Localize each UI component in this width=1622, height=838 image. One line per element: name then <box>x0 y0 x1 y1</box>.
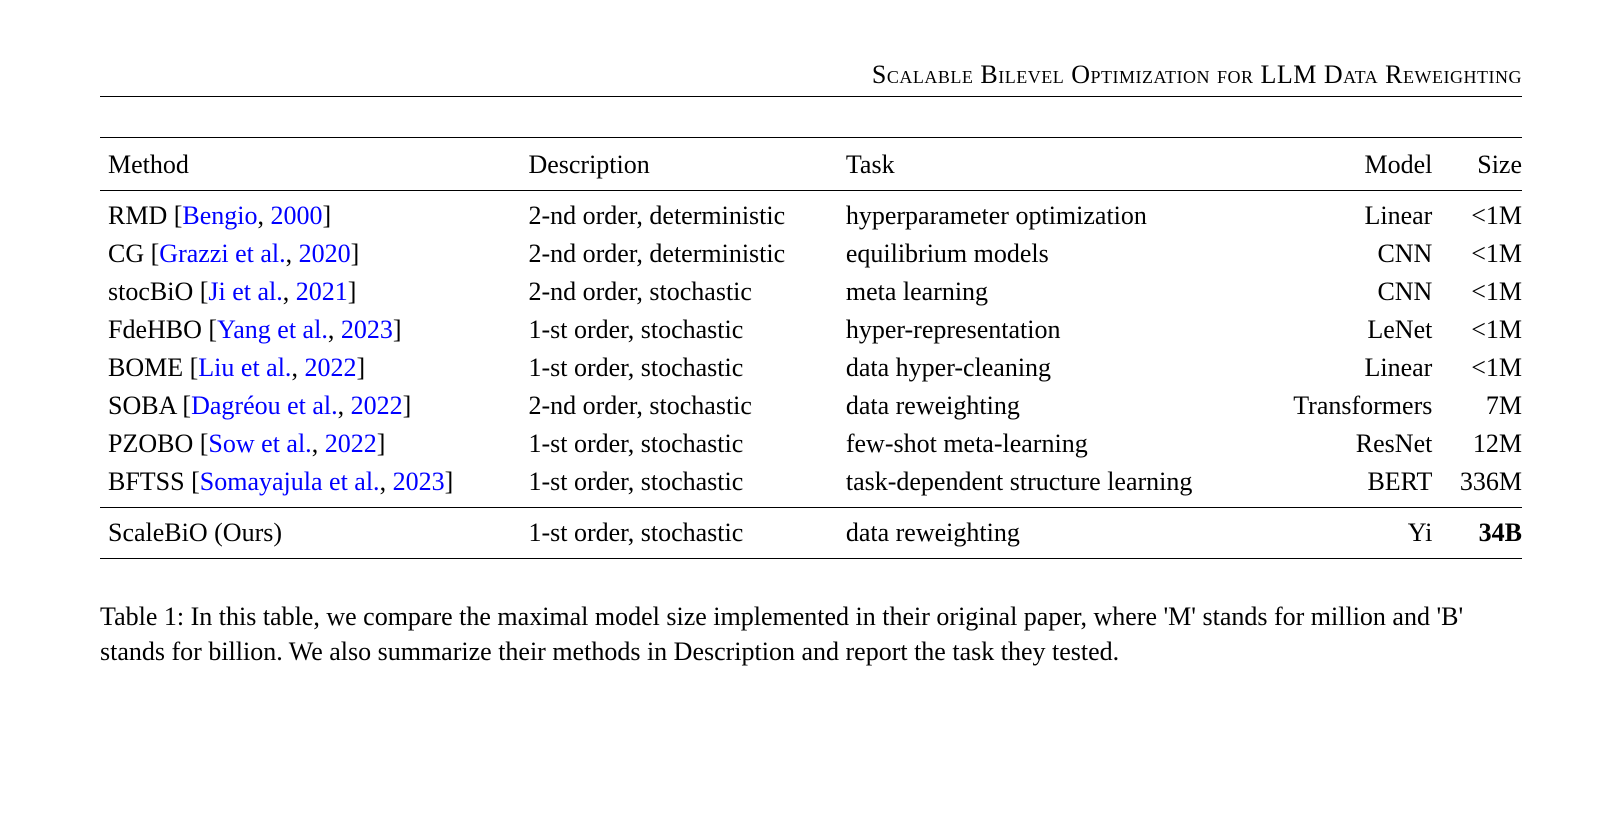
cell-description: 2-nd order, deterministic <box>520 191 837 236</box>
citation-author[interactable]: Somayajula et al. <box>200 467 380 496</box>
cell-description: 2-nd order, stochastic <box>520 387 837 425</box>
cell-task: meta learning <box>838 273 1260 311</box>
col-header-description: Description <box>520 138 837 191</box>
cell-description: 1-st order, stochastic <box>520 463 837 508</box>
cell-description: 1-st order, stochastic <box>520 311 837 349</box>
cell-model: ResNet <box>1260 425 1441 463</box>
cell-method: CG [Grazzi et al., 2020] <box>100 235 520 273</box>
citation-year[interactable]: 2020 <box>299 239 351 268</box>
cell-description: 1-st order, stochastic <box>520 508 837 559</box>
method-name: stocBiO <box>108 277 200 306</box>
cell-method: SOBA [Dagréou et al., 2022] <box>100 387 520 425</box>
cell-size: <1M <box>1440 191 1522 236</box>
col-header-method: Method <box>100 138 520 191</box>
caption-text: In this table, we compare the maximal mo… <box>100 602 1463 666</box>
citation-year[interactable]: 2022 <box>304 353 356 382</box>
col-header-task: Task <box>838 138 1260 191</box>
cell-size: 7M <box>1440 387 1522 425</box>
method-name: CG <box>108 239 151 268</box>
citation-year[interactable]: 2022 <box>325 429 377 458</box>
cell-method: BFTSS [Somayajula et al., 2023] <box>100 463 520 508</box>
citation-author[interactable]: Grazzi et al. <box>159 239 285 268</box>
cell-size: <1M <box>1440 311 1522 349</box>
table-header-row: Method Description Task Model Size <box>100 138 1522 191</box>
citation-year[interactable]: 2022 <box>351 391 403 420</box>
cell-size: 34B <box>1440 508 1522 559</box>
cell-size: <1M <box>1440 349 1522 387</box>
cell-description: 1-st order, stochastic <box>520 425 837 463</box>
method-name: BOME <box>108 353 190 382</box>
table-row: CG [Grazzi et al., 2020]2-nd order, dete… <box>100 235 1522 273</box>
cell-size: 336M <box>1440 463 1522 508</box>
table-caption: Table 1: In this table, we compare the m… <box>100 599 1522 669</box>
cell-model: LeNet <box>1260 311 1441 349</box>
table-row: RMD [Bengio, 2000]2-nd order, determinis… <box>100 191 1522 236</box>
cell-task: data hyper-cleaning <box>838 349 1260 387</box>
citation-year[interactable]: 2000 <box>271 201 323 230</box>
cell-model: Linear <box>1260 191 1441 236</box>
method-name: BFTSS <box>108 467 191 496</box>
method-name: SOBA <box>108 391 182 420</box>
citation-year[interactable]: 2023 <box>393 467 445 496</box>
table-row: BFTSS [Somayajula et al., 2023]1-st orde… <box>100 463 1522 508</box>
cell-size: 12M <box>1440 425 1522 463</box>
cell-method: PZOBO [Sow et al., 2022] <box>100 425 520 463</box>
cell-method: RMD [Bengio, 2000] <box>100 191 520 236</box>
method-name: PZOBO <box>108 429 200 458</box>
comparison-table: Method Description Task Model Size RMD [… <box>100 137 1522 559</box>
caption-label: Table 1: <box>100 602 184 631</box>
cell-model: CNN <box>1260 235 1441 273</box>
cell-model: Linear <box>1260 349 1441 387</box>
cell-task: hyperparameter optimization <box>838 191 1260 236</box>
citation-year[interactable]: 2023 <box>341 315 393 344</box>
citation-author[interactable]: Bengio <box>182 201 257 230</box>
citation-author[interactable]: Dagréou et al. <box>191 391 338 420</box>
method-name: FdeHBO <box>108 315 208 344</box>
cell-model: Transformers <box>1260 387 1441 425</box>
cell-model: Yi <box>1260 508 1441 559</box>
cell-model: BERT <box>1260 463 1441 508</box>
page-header: Scalable Bilevel Optimization for LLM Da… <box>100 60 1522 97</box>
cell-task: task-dependent structure learning <box>838 463 1260 508</box>
cell-size: <1M <box>1440 273 1522 311</box>
table-row-ours: ScaleBiO (Ours)1-st order, stochasticdat… <box>100 508 1522 559</box>
cell-description: 2-nd order, deterministic <box>520 235 837 273</box>
cell-task: data reweighting <box>838 387 1260 425</box>
table-row: BOME [Liu et al., 2022]1-st order, stoch… <box>100 349 1522 387</box>
cell-size: <1M <box>1440 235 1522 273</box>
cell-method: stocBiO [Ji et al., 2021] <box>100 273 520 311</box>
cell-task: data reweighting <box>838 508 1260 559</box>
col-header-size: Size <box>1440 138 1522 191</box>
table-row: PZOBO [Sow et al., 2022]1-st order, stoc… <box>100 425 1522 463</box>
table-row: FdeHBO [Yang et al., 2023]1-st order, st… <box>100 311 1522 349</box>
citation-author[interactable]: Sow et al. <box>208 429 311 458</box>
cell-task: few-shot meta-learning <box>838 425 1260 463</box>
cell-model: CNN <box>1260 273 1441 311</box>
cell-task: hyper-representation <box>838 311 1260 349</box>
running-title: Scalable Bilevel Optimization for LLM Da… <box>100 60 1522 90</box>
citation-author[interactable]: Liu et al. <box>198 353 291 382</box>
citation-year[interactable]: 2021 <box>296 277 348 306</box>
citation-author[interactable]: Ji et al. <box>208 277 282 306</box>
col-header-model: Model <box>1260 138 1441 191</box>
cell-method: BOME [Liu et al., 2022] <box>100 349 520 387</box>
cell-description: 1-st order, stochastic <box>520 349 837 387</box>
cell-method: FdeHBO [Yang et al., 2023] <box>100 311 520 349</box>
cell-description: 2-nd order, stochastic <box>520 273 837 311</box>
cell-task: equilibrium models <box>838 235 1260 273</box>
method-name: RMD <box>108 201 174 230</box>
table-row: stocBiO [Ji et al., 2021]2-nd order, sto… <box>100 273 1522 311</box>
cell-method: ScaleBiO (Ours) <box>100 508 520 559</box>
table-row: SOBA [Dagréou et al., 2022]2-nd order, s… <box>100 387 1522 425</box>
citation-author[interactable]: Yang et al. <box>217 315 328 344</box>
